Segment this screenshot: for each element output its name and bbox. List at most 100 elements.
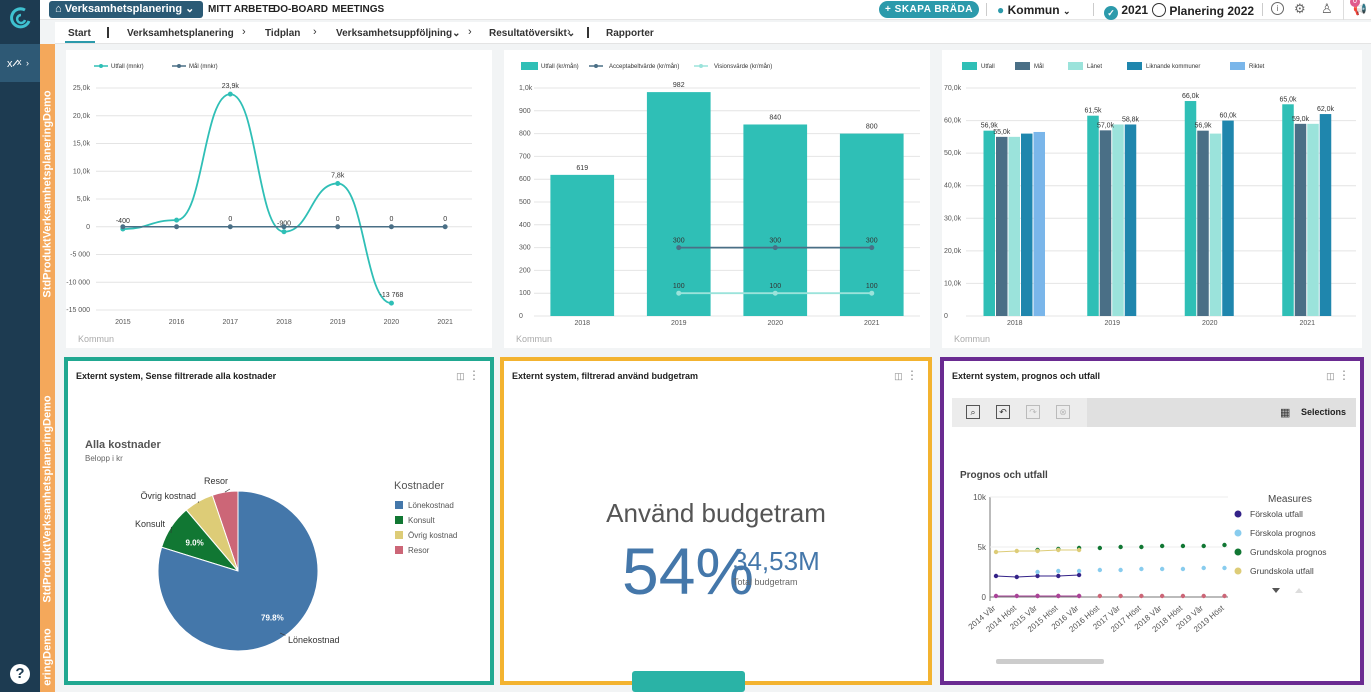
x-tick-label: 2019 <box>1104 320 1120 327</box>
bar <box>1112 124 1124 316</box>
app-logo-icon[interactable] <box>8 6 32 30</box>
legend-label: Förskola utfall <box>1250 509 1303 519</box>
selections-icon[interactable]: ▦ <box>1280 407 1291 419</box>
data-point <box>676 245 682 251</box>
card-menu[interactable]: ◫ ⋮ <box>1326 368 1350 382</box>
y-tick-label: 200 <box>519 267 531 274</box>
step-forward-icon[interactable]: ↷ <box>1026 405 1040 419</box>
tab-verksamhetsuppfoljning[interactable]: Verksamhetsuppföljning⌄ <box>336 28 461 39</box>
data-point <box>993 549 999 555</box>
workspace-label-bottom: eringDemo <box>41 628 54 686</box>
chart-footer: Kommun <box>516 334 553 344</box>
data-label: 300 <box>866 238 878 245</box>
card-menu[interactable]: ◫ ⋮ <box>894 368 918 382</box>
y-tick-label: 500 <box>519 199 531 206</box>
legend-marker <box>699 64 703 68</box>
horizontal-scrollbar[interactable] <box>996 659 1104 664</box>
bar <box>550 174 615 316</box>
data-point <box>388 224 394 230</box>
card-menu[interactable]: ◫ ⋮ <box>456 368 480 382</box>
data-point <box>388 300 394 306</box>
org-select[interactable]: ● Kommun ⌄ <box>997 3 1070 17</box>
snapshot-icon[interactable]: ◫ <box>894 371 903 381</box>
legend-label: Utfall (mnkr) <box>111 64 144 70</box>
data-label: 0 <box>228 216 232 223</box>
bar <box>1124 124 1137 316</box>
settings-icon[interactable]: ⚙ <box>1294 1 1306 16</box>
legend-label: Länet <box>1087 64 1102 70</box>
chevron-down-icon: ⌄ <box>185 3 195 15</box>
kpi-percent: 54% <box>622 534 755 608</box>
help-icon[interactable]: ? <box>10 664 30 684</box>
nav-my-work[interactable]: MITT ARBETE <box>208 4 275 15</box>
tab-rapporter[interactable]: Rapporter <box>606 28 654 39</box>
create-board-button[interactable]: + SKAPA BRÄDA <box>879 1 979 18</box>
notifications-button[interactable]: 📢 0 <box>1343 0 1371 20</box>
tab-tidplan[interactable]: Tidplan <box>265 28 301 39</box>
data-point <box>1201 565 1206 571</box>
legend-label: Konsult <box>408 516 435 525</box>
planning-dropdown[interactable]: ⌂ Verksamhetsplanering ⌄ <box>49 1 203 18</box>
arrow-right-icon: › <box>313 26 317 38</box>
legend-label: Utfall (kr/mån) <box>541 63 579 70</box>
data-label: 65,0k <box>1279 96 1297 103</box>
bar <box>1087 115 1099 316</box>
info-icon[interactable]: i <box>1271 2 1284 15</box>
snapshot-icon[interactable]: ◫ <box>1326 371 1335 381</box>
clear-selections-icon[interactable]: ⊗ <box>1056 405 1070 419</box>
legend-label: Lönekostnad <box>408 501 454 510</box>
data-point <box>676 290 682 296</box>
tab-resultatoversikt[interactable]: Resultatöversikt⌄ <box>489 28 575 39</box>
search-selection-icon[interactable]: ⌕ <box>966 405 980 419</box>
year-toggle[interactable]: ✓ 2021 <box>1104 3 1148 20</box>
planning-label: Planering 2022 <box>1169 4 1255 18</box>
legend-swatch <box>521 62 538 70</box>
chevron-down-icon: ⌄ <box>1062 6 1071 16</box>
tab-verksamhetsplanering[interactable]: Verksamhetsplanering <box>127 28 234 39</box>
bar <box>1033 131 1045 316</box>
nav-do-board[interactable]: DO-BOARD <box>273 4 328 15</box>
workspace-label-top: StdProduktVerksamhetsplaneringDemo <box>41 90 54 298</box>
more-vertical-icon[interactable]: ⋮ <box>468 368 480 382</box>
arrow-right-icon: › <box>567 26 571 38</box>
y-tick-label: 15,0k <box>73 141 91 148</box>
legend-swatch <box>395 516 403 524</box>
legend-label: Resor <box>408 546 430 555</box>
active-tab-indicator <box>65 41 95 43</box>
divider <box>986 3 987 16</box>
card-title: Externt system, Sense filtrerade alla ko… <box>76 371 277 381</box>
line-chart-card: 25,0k 20,0k 15,0k 10,0k 5,0k 0 -5 000 -10 000 -1… <box>66 50 492 348</box>
y-tick-label: -10 000 <box>66 279 90 286</box>
data-label: 100 <box>769 283 781 290</box>
user-icon[interactable]: ♙ <box>1321 1 1333 16</box>
left-navigation: x x › ? <box>0 0 40 692</box>
selections-button[interactable]: Selections <box>1300 407 1346 417</box>
feedback-button[interactable] <box>632 671 745 692</box>
strategy-nav-button[interactable]: x x › <box>0 44 40 82</box>
nav-meetings[interactable]: MEETINGS <box>332 4 385 15</box>
data-point <box>1159 593 1165 599</box>
more-vertical-icon[interactable]: ⋮ <box>1338 368 1350 382</box>
workspace-label-middle: StdProduktVerksamhetsplaneringDemo <box>41 395 54 603</box>
tab-label: Resultatöversikt <box>489 28 567 39</box>
y-tick-label: 900 <box>519 108 531 115</box>
bar <box>996 136 1008 316</box>
data-label: 60,0k <box>1219 113 1237 120</box>
tab-start[interactable]: Start <box>68 28 91 39</box>
legend-label: Riktet <box>1249 64 1265 70</box>
y-tick-label: 400 <box>519 222 531 229</box>
data-point <box>1222 565 1227 571</box>
sub-navigation: Start Verksamhetsplanering › Tidplan › V… <box>55 22 1371 44</box>
more-vertical-icon[interactable]: ⋮ <box>906 368 918 382</box>
y-tick-label: 20,0k <box>944 248 962 255</box>
snapshot-icon[interactable]: ◫ <box>456 371 465 381</box>
y-tick-label: 0 <box>519 313 523 320</box>
data-label: 100 <box>866 283 878 290</box>
step-back-icon[interactable]: ↶ <box>996 405 1010 419</box>
y-tick-label: 60,0k <box>944 118 962 125</box>
data-point <box>772 290 778 296</box>
planning-toggle[interactable]: Planering 2022 <box>1152 3 1254 18</box>
data-point <box>174 224 180 230</box>
x-tick-label: 2020 <box>1202 320 1218 327</box>
